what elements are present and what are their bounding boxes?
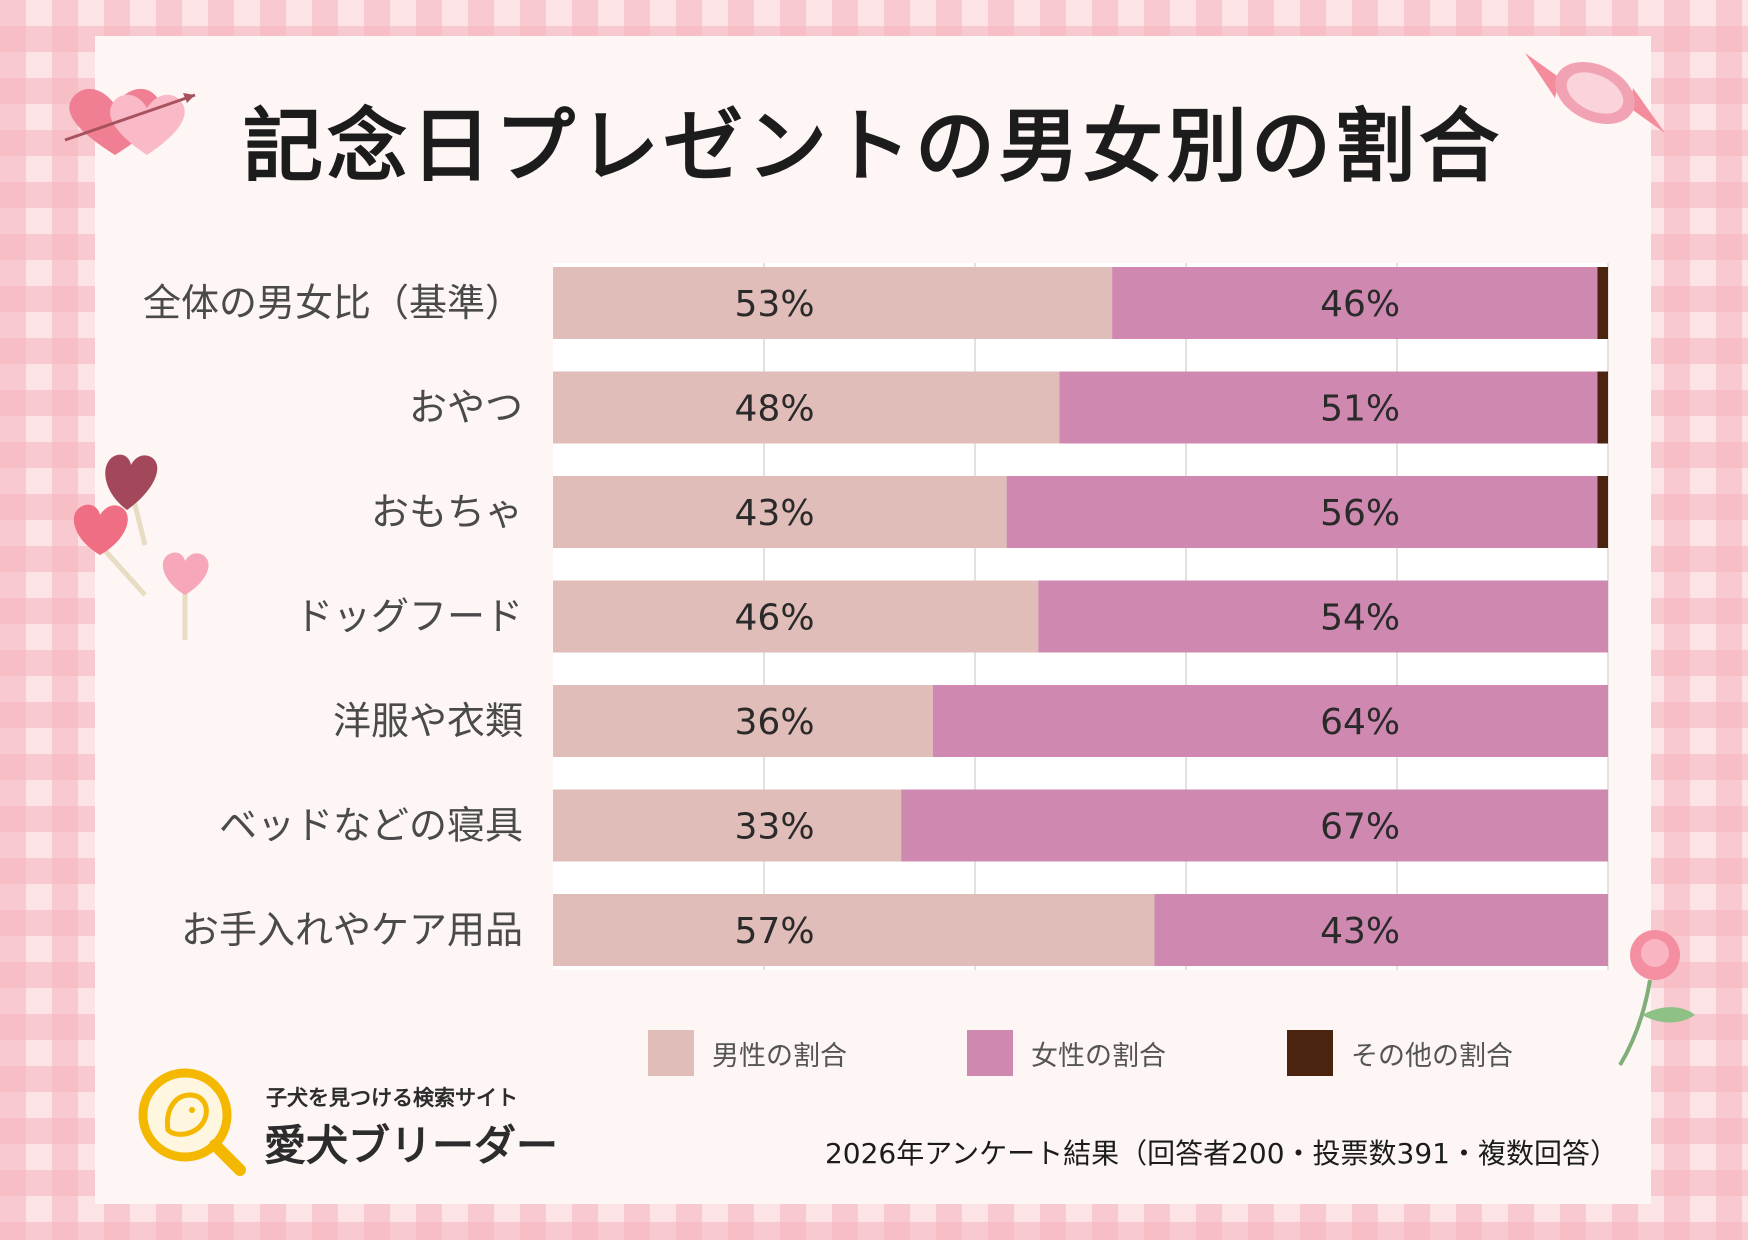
legend-swatch-male [648,1030,694,1076]
category-label: おやつ [409,386,523,430]
bar-segment-other [1597,371,1608,444]
bar-segment-male [553,267,1113,339]
dog-search-logo-icon [138,1068,246,1176]
data-label: 53% [735,284,815,325]
brand-tagline: 子犬を見つける検索サイト [266,1086,518,1110]
bar-segment-other [1597,476,1608,548]
brand-name: 愛犬ブリーダー [264,1121,559,1170]
bar-segment-male [553,476,1007,548]
legend-label-other: その他の割合 [1351,1040,1513,1072]
bar-segment-female [1006,476,1598,548]
survey-footnote: 2026年アンケート結果（回答者200・投票数391・複数回答） [824,1137,1618,1170]
category-label: お手入れやケア用品 [181,908,523,952]
data-label: 46% [735,598,815,639]
bar-segment-female [901,789,1608,862]
data-label: 33% [735,807,815,848]
legend-item-female: 女性の割合 [967,1030,1166,1076]
category-label: ベッドなどの寝具 [219,804,523,848]
bar-segment-other [1597,267,1608,339]
bar-segment-male [553,685,933,757]
bar-segment-male [553,371,1060,444]
category-label: ドッグフード [295,595,523,639]
data-label: 67% [1320,807,1400,848]
heart-lollipop-icon [73,454,209,640]
category-label: おもちゃ [371,490,523,534]
data-label: 36% [735,702,815,743]
candy-icon [1525,53,1665,133]
data-label: 56% [1320,493,1400,534]
data-label: 54% [1320,598,1400,639]
category-label: 全体の男女比（基準） [143,281,523,325]
legend-swatch-other [1287,1030,1333,1076]
data-label: 43% [1320,911,1400,952]
bar-segment-male [553,580,1039,653]
bar-segment-female [932,685,1608,757]
legend-swatch-female [967,1030,1013,1076]
category-label: 洋服や衣類 [333,699,523,743]
bar-segment-female [1154,894,1608,966]
bar-segment-female [1059,371,1598,444]
data-label: 64% [1320,702,1400,743]
bar-segment-female [1038,580,1608,653]
bar-segment-male [553,789,902,862]
data-label: 51% [1320,389,1400,430]
hearts-arrow-icon [64,88,196,155]
bar-segment-female [1112,267,1598,339]
legend-label-male: 男性の割合 [712,1040,847,1072]
bar-segment-male [553,894,1155,966]
legend-item-other: その他の割合 [1287,1030,1513,1076]
data-label: 46% [1320,284,1400,325]
data-label: 57% [735,911,815,952]
data-label: 48% [735,389,815,430]
data-label: 43% [735,493,815,534]
legend-label-female: 女性の割合 [1031,1040,1166,1072]
page-title: 記念日プレゼントの男女別の割合 [243,100,1503,193]
legend-item-male: 男性の割合 [648,1030,847,1076]
rose-icon [1618,930,1695,1067]
